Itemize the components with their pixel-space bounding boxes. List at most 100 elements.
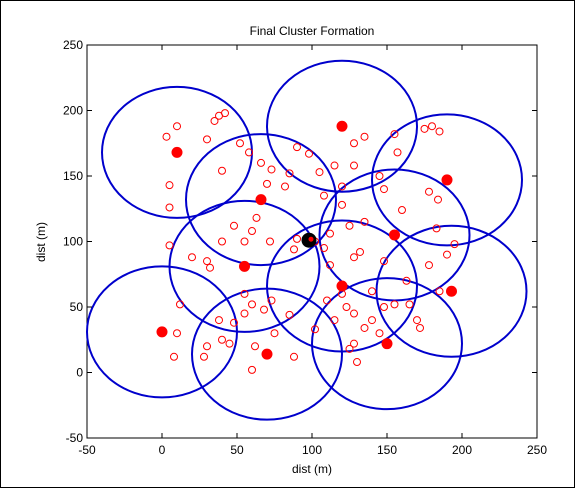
sensor-node-point — [375, 329, 384, 338]
cluster-head-point — [261, 348, 273, 360]
cluster-head-point — [441, 174, 453, 186]
sensor-node-point — [203, 257, 211, 266]
sensor-node-point — [165, 181, 174, 190]
sensor-node-point — [443, 250, 451, 259]
sensor-node-point — [350, 339, 358, 348]
sensor-node-point — [425, 187, 433, 196]
sensor-node-point — [236, 139, 244, 148]
sensor-node-point — [173, 122, 181, 131]
y-tick-label: 50 — [70, 300, 84, 314]
sensor-node-point — [435, 127, 444, 136]
cluster-circle — [311, 277, 463, 411]
sensor-node-point — [380, 185, 388, 194]
sensor-node-point — [260, 305, 268, 314]
cluster-circle — [191, 287, 343, 421]
base-station-marker — [308, 236, 314, 242]
sensor-node-point — [203, 135, 211, 144]
sensor-node-point — [323, 296, 331, 305]
sensor-node-point — [315, 168, 324, 177]
sensor-node-point — [252, 213, 261, 222]
sensor-node-point — [165, 241, 174, 250]
y-tick-label: 200 — [63, 104, 83, 118]
sensor-node-point — [218, 166, 226, 175]
sensor-node-point — [290, 245, 298, 254]
sensor-node-point — [350, 253, 358, 262]
sensor-node-point — [305, 149, 313, 158]
sensor-node-point — [350, 161, 358, 170]
sensor-node-point — [221, 109, 229, 118]
sensor-node-point — [267, 296, 276, 305]
sensor-node-point — [420, 124, 429, 133]
cluster-circle — [375, 224, 528, 358]
sensor-node-point — [248, 227, 256, 236]
sensor-node-point — [402, 276, 411, 285]
sensor-node-point — [398, 206, 406, 215]
x-tick-label: -50 — [78, 443, 96, 457]
sensor-node-point — [356, 247, 364, 256]
sensor-node-point — [390, 300, 399, 309]
sensor-node-point — [413, 316, 421, 325]
sensor-node-point — [360, 217, 369, 226]
y-axis-title: dist (m) — [34, 222, 48, 262]
sensor-node-point — [425, 261, 433, 270]
sensor-node-point — [176, 300, 184, 309]
sensor-node-point — [206, 263, 214, 272]
sensor-node-point — [350, 309, 358, 318]
sensor-node-point — [434, 195, 442, 204]
sensor-node-point — [240, 237, 249, 246]
cluster-circle — [266, 59, 418, 193]
sensor-node-point — [345, 221, 354, 230]
y-tick-label: 150 — [63, 169, 83, 183]
sensor-node-point — [416, 323, 424, 332]
sensor-node-point — [380, 257, 388, 266]
sensor-node-point — [311, 325, 319, 334]
cluster-head-point — [171, 146, 183, 158]
base-station — [301, 232, 317, 248]
sensor-node-point — [248, 365, 256, 374]
sensor-node-point — [230, 221, 238, 230]
cluster-circle — [185, 133, 337, 267]
cluster-head-point — [156, 326, 168, 338]
sensor-node-point — [435, 287, 444, 296]
sensor-node-point — [188, 253, 196, 262]
sensor-node-point — [248, 300, 256, 309]
sensor-node-point — [266, 237, 274, 246]
cluster-heads — [156, 120, 457, 360]
cluster-circle — [86, 265, 238, 399]
sensor-node-point — [218, 335, 226, 344]
sensor-node-point — [218, 237, 226, 246]
sensor-node-point — [338, 200, 346, 209]
x-tick-label: 0 — [159, 443, 166, 457]
y-tick-label: 100 — [63, 235, 83, 249]
sensor-node-point — [210, 116, 219, 125]
cluster-head-point — [336, 280, 348, 292]
x-tick-label: 250 — [527, 443, 547, 457]
cluster-head-point — [239, 260, 250, 272]
sensor-node-point — [380, 303, 388, 311]
sensor-node-point — [240, 309, 249, 318]
sensor-node-point — [225, 339, 234, 348]
sensor-node-point — [450, 240, 459, 249]
sensor-node-point — [326, 229, 334, 238]
sensor-node-point — [342, 303, 351, 311]
sensor-node-point — [162, 132, 171, 141]
sensor-nodes — [162, 109, 459, 374]
sensor-node-point — [405, 300, 414, 309]
sensor-node-point — [320, 191, 328, 200]
sensor-node-point — [285, 310, 294, 319]
sensor-node-point — [432, 224, 441, 233]
cluster-head-point — [381, 338, 393, 350]
sensor-node-point — [230, 318, 238, 327]
sensor-node-point — [281, 182, 289, 191]
sensor-node-point — [200, 352, 208, 361]
cluster-head-point — [336, 120, 348, 132]
sensor-node-point — [345, 344, 354, 353]
cluster-head-point — [446, 285, 457, 297]
sensor-node-point — [393, 148, 402, 157]
sensor-node-point — [326, 261, 334, 270]
sensor-node-point — [170, 352, 178, 361]
sensor-node-point — [285, 169, 294, 178]
x-tick-label: 200 — [452, 443, 472, 457]
